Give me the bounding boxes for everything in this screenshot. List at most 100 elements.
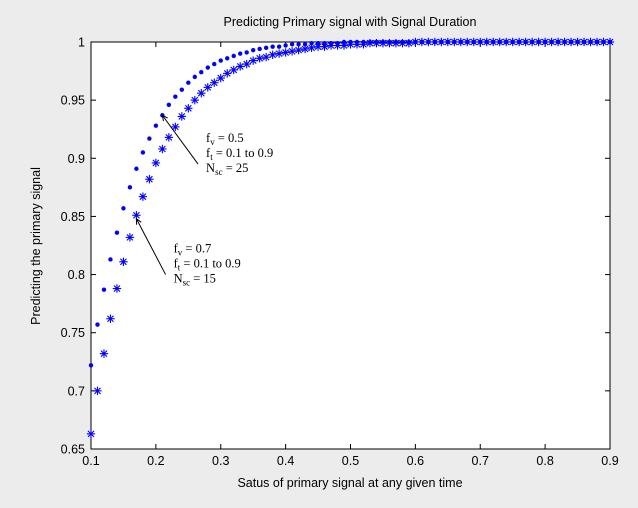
annotation-line: fv = 0.5	[206, 131, 244, 147]
data-point	[132, 211, 141, 220]
data-point	[212, 61, 217, 67]
y-tick-label: 0.75	[61, 326, 85, 340]
data-point	[225, 56, 230, 61]
data-point	[231, 53, 236, 59]
data-point	[134, 166, 139, 171]
data-point	[216, 73, 225, 83]
data-point	[255, 54, 264, 63]
data-point	[372, 38, 381, 48]
data-point	[320, 42, 329, 51]
x-tick-label: 0.8	[536, 454, 553, 468]
data-point	[391, 38, 401, 48]
plot-area	[90, 41, 611, 450]
data-point	[404, 38, 414, 48]
data-point	[326, 41, 336, 50]
data-point	[186, 80, 191, 85]
data-point	[270, 44, 275, 49]
x-tick-label: 0.6	[407, 454, 424, 468]
data-point	[223, 69, 232, 78]
x-tick-label: 0.4	[277, 454, 294, 468]
data-point	[430, 37, 440, 47]
data-point	[502, 37, 511, 47]
data-point	[164, 133, 174, 142]
annotation-arrowhead	[161, 114, 168, 122]
annotation-line: fv = 0.7	[174, 242, 212, 258]
x-tick-label: 0.5	[342, 454, 359, 468]
data-point	[287, 47, 297, 56]
annotation-arrowhead	[135, 217, 142, 225]
y-tick-label: 0.7	[68, 384, 85, 398]
data-point	[112, 284, 122, 293]
y-tick-label: 0.85	[61, 210, 85, 224]
data-point	[205, 65, 210, 70]
data-point	[145, 175, 154, 184]
data-point	[151, 158, 161, 168]
data-point	[296, 42, 301, 47]
data-point	[153, 123, 159, 128]
x-tick-label: 0.3	[212, 454, 229, 468]
data-point	[99, 349, 109, 358]
data-point	[359, 40, 368, 49]
data-point	[250, 47, 256, 53]
annotation-line: ft = 0.1 to 0.9	[206, 146, 273, 162]
y-tick-label: 0.9	[68, 152, 85, 166]
data-point	[236, 62, 245, 71]
data-point	[276, 44, 282, 49]
data-point	[385, 38, 394, 48]
data-point	[125, 233, 135, 242]
data-point	[171, 122, 180, 132]
data-point	[138, 192, 148, 201]
data-point	[93, 386, 102, 396]
data-point	[203, 83, 212, 92]
data-point	[108, 257, 113, 262]
data-series	[86, 37, 615, 439]
x-tick-label: 0.2	[147, 454, 164, 468]
data-point	[95, 322, 100, 327]
data-point	[263, 45, 269, 51]
data-point	[605, 37, 615, 47]
y-tick-label: 1	[78, 36, 85, 50]
x-tick-label: 0.7	[472, 454, 489, 468]
data-point	[179, 87, 185, 92]
data-point	[309, 40, 314, 46]
x-tick-label: 0.1	[82, 454, 99, 468]
data-point	[229, 65, 238, 75]
data-point	[140, 150, 146, 155]
chart-title: Predicting Primary signal with Signal Du…	[224, 15, 477, 29]
data-point	[244, 50, 249, 55]
y-tick-label: 0.95	[61, 94, 85, 108]
data-point	[300, 44, 310, 54]
y-tick-label: 0.65	[61, 443, 85, 457]
annotation-line: ft = 0.1 to 0.9	[174, 257, 241, 273]
data-point	[190, 95, 199, 105]
data-point	[184, 104, 193, 113]
data-point	[463, 37, 472, 47]
data-point	[147, 136, 152, 141]
annotation-line: Nsc = 15	[174, 272, 216, 288]
data-point	[114, 230, 120, 235]
data-point	[119, 257, 128, 266]
y-tick-label: 0.8	[68, 268, 85, 282]
data-point	[443, 37, 453, 47]
annotation-arrow	[161, 114, 199, 165]
data-point	[192, 74, 197, 80]
data-point	[289, 42, 295, 47]
data-point	[121, 206, 126, 211]
data-point	[579, 37, 589, 47]
data-point	[257, 46, 262, 52]
data-point	[86, 429, 96, 439]
data-point	[242, 59, 251, 69]
data-point	[218, 58, 223, 63]
data-point	[210, 78, 219, 87]
data-point	[88, 363, 94, 368]
x-axis-ticks: 0.1 0.2 0.3 0.4 0.5 0.6 0.7 0.8 0.9	[82, 42, 619, 468]
annotation-arrow	[135, 218, 167, 275]
data-point	[248, 56, 258, 65]
series-2	[86, 37, 615, 439]
x-tick-label: 0.9	[601, 454, 618, 468]
data-point	[274, 49, 284, 58]
